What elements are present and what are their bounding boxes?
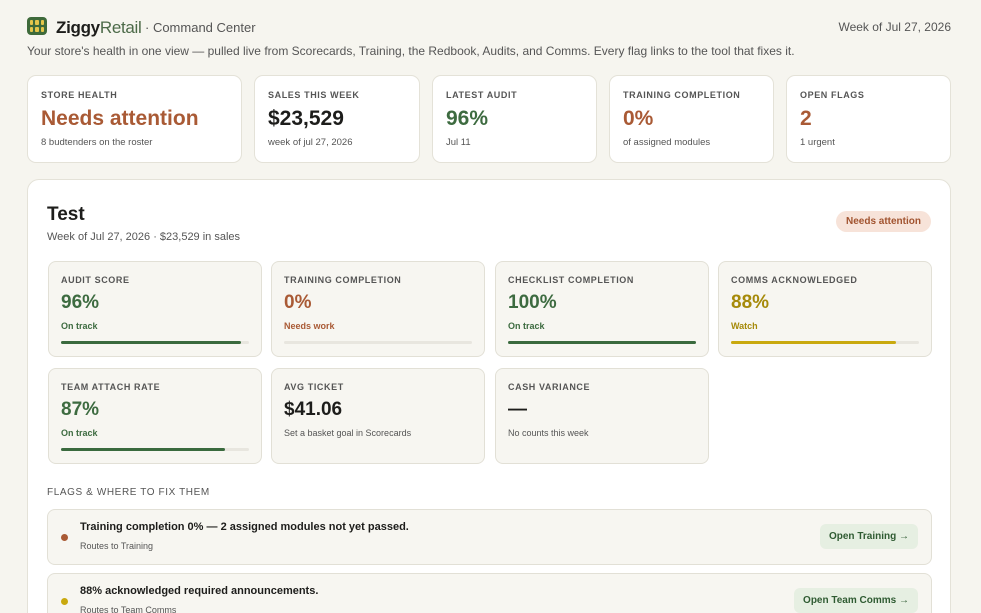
brand-second: Retail bbox=[99, 18, 142, 37]
kpi-note: 8 budtenders on the roster bbox=[41, 137, 153, 148]
flag-title: Training completion 0% — 2 assigned modu… bbox=[80, 521, 409, 533]
progress-track bbox=[731, 341, 919, 344]
flags-heading: FLAGS & WHERE TO FIX THEM bbox=[47, 487, 210, 498]
metric-card: COMMS ACKNOWLEDGED 88% Watch bbox=[718, 261, 932, 357]
metric-card: TRAINING COMPLETION 0% Needs work bbox=[271, 261, 485, 357]
metric-label: CASH VARIANCE bbox=[508, 382, 591, 392]
action-button[interactable]: Open Team Comms → bbox=[794, 588, 918, 613]
flag-row: 88% acknowledged required announcements.… bbox=[47, 573, 932, 613]
metric-value: $41.06 bbox=[284, 399, 343, 420]
metric-card: CASH VARIANCE — No counts this week bbox=[495, 368, 709, 464]
metric-card: AVG TICKET $41.06 Set a basket goal in Sco… bbox=[271, 368, 485, 464]
metric-label: COMMS ACKNOWLEDGED bbox=[731, 275, 858, 285]
metric-label: TRAINING COMPLETION bbox=[284, 275, 402, 285]
flag-route: Routes to Team Comms bbox=[80, 605, 177, 613]
metric-value: 88% bbox=[731, 292, 770, 313]
progress-track bbox=[508, 341, 696, 344]
progress-track bbox=[61, 341, 249, 344]
kpi-value: 2 bbox=[800, 107, 812, 130]
kpi-note: week of jul 27, 2026 bbox=[268, 137, 353, 148]
flag-dot bbox=[61, 598, 68, 605]
progress-track bbox=[284, 341, 472, 344]
metric-status: On track bbox=[61, 428, 98, 438]
kpi-note: Jul 11 bbox=[446, 137, 471, 148]
kpi-value: $23,529 bbox=[268, 107, 344, 130]
kpi-value: Needs attention bbox=[41, 107, 199, 130]
metric-value: 100% bbox=[508, 292, 557, 313]
metric-card: TEAM ATTACH RATE 87% On track bbox=[48, 368, 262, 464]
progress-bar bbox=[731, 341, 897, 344]
kpi-card: SALES THIS WEEK $23,529 week of jul 27, 20… bbox=[254, 75, 420, 163]
subtitle: Your store's health in one view — pulled… bbox=[27, 44, 795, 58]
metric-card: CHECKLIST COMPLETION 100% On track bbox=[495, 261, 709, 357]
metric-status: Set a basket goal in Scorecards bbox=[284, 428, 412, 438]
brand-first: Ziggy bbox=[56, 18, 100, 37]
metric-label: CHECKLIST COMPLETION bbox=[508, 275, 634, 285]
store-panel: Test Week of Jul 27, 2026 · $23,529 in s… bbox=[27, 179, 951, 613]
progress-bar bbox=[61, 448, 225, 451]
metric-label: AUDIT SCORE bbox=[61, 275, 130, 285]
metric-status: Needs work bbox=[284, 321, 335, 331]
metric-label: AVG TICKET bbox=[284, 382, 344, 392]
brand: ZiggyRetail bbox=[56, 18, 142, 38]
kpi-card: OPEN FLAGS 2 1 urgent bbox=[786, 75, 951, 163]
progress-bar bbox=[61, 341, 242, 344]
kpi-label: SALES THIS WEEK bbox=[268, 90, 360, 100]
action-button[interactable]: Open Training → bbox=[819, 524, 918, 549]
store-summary: Week of Jul 27, 2026 · $23,529 in sales bbox=[47, 231, 241, 243]
flag-dot bbox=[61, 534, 68, 541]
store-name: Test bbox=[47, 204, 85, 225]
kpi-note: of assigned modules bbox=[623, 137, 711, 148]
metric-value: 87% bbox=[61, 399, 100, 420]
section-title: · Command Center bbox=[145, 20, 256, 35]
metric-label: TEAM ATTACH RATE bbox=[61, 382, 161, 392]
flag-row: Training completion 0% — 2 assigned modu… bbox=[47, 509, 932, 565]
metric-value: 96% bbox=[61, 292, 100, 313]
progress-track bbox=[61, 448, 249, 451]
kpi-value: 0% bbox=[623, 107, 654, 130]
progress-bar bbox=[508, 341, 696, 344]
status-badge: Needs attention bbox=[835, 211, 931, 232]
logo bbox=[27, 17, 47, 35]
flag-title: 88% acknowledged required announcements. bbox=[80, 585, 319, 597]
kpi-label: TRAINING COMPLETION bbox=[623, 90, 741, 100]
kpi-card: LATEST AUDIT 96% Jul 11 bbox=[432, 75, 597, 163]
kpi-card: STORE HEALTH Needs attention 8 budtenders … bbox=[27, 75, 242, 163]
kpi-value: 96% bbox=[446, 107, 489, 130]
kpi-card: TRAINING COMPLETION 0% of assigned modules bbox=[609, 75, 774, 163]
metric-value: 0% bbox=[284, 292, 312, 313]
kpi-label: STORE HEALTH bbox=[41, 90, 118, 100]
metric-status: Watch bbox=[731, 321, 758, 331]
kpi-label: OPEN FLAGS bbox=[800, 90, 865, 100]
metric-card: AUDIT SCORE 96% On track bbox=[48, 261, 262, 357]
metric-status: On track bbox=[61, 321, 98, 331]
kpi-note: 1 urgent bbox=[800, 137, 835, 148]
flag-route: Routes to Training bbox=[80, 541, 154, 551]
metric-value: — bbox=[508, 399, 527, 420]
metric-status: No counts this week bbox=[508, 428, 589, 438]
kpi-label: LATEST AUDIT bbox=[446, 90, 518, 100]
week: Week of Jul 27, 2026 bbox=[838, 20, 951, 34]
metric-status: On track bbox=[508, 321, 545, 331]
